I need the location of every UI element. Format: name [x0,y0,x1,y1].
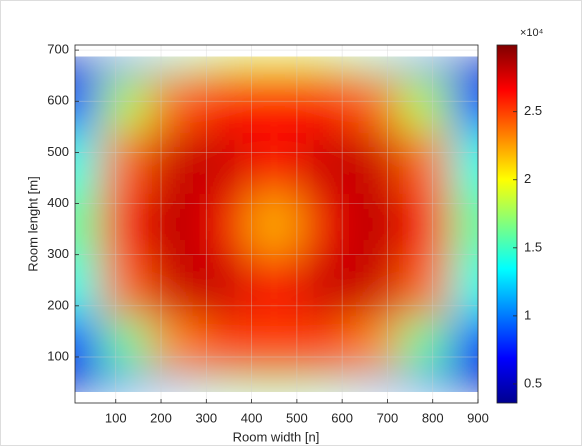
heat-cell [75,56,101,74]
y-axis-label: Room lenght [m] [25,176,40,271]
heat-cell [299,56,350,74]
heat-cell [149,374,201,392]
heat-cell [348,56,400,74]
heat-cell [75,73,101,133]
heat-cell [299,73,350,133]
heat-cell [99,374,151,392]
heat-cell [149,316,201,376]
heat-cell [398,316,452,376]
heat-cell [348,193,400,256]
colorbar-exponent: ×10⁴ [520,27,544,39]
heat-cell [450,316,478,376]
heat-cell [75,374,101,392]
heat-cell [299,374,350,392]
colorbar-tick-label: 2.5 [524,103,542,118]
heat-cell [450,56,478,74]
heat-cell [149,73,201,133]
x-tick-label: 400 [241,410,263,425]
heat-cell [99,131,151,194]
heatmap-cells [75,56,478,392]
x-tick-label: 800 [422,410,444,425]
heat-cell [149,193,201,256]
heat-cell [99,193,151,256]
x-tick-label: 500 [286,410,308,425]
y-tick-label: 600 [47,93,69,108]
y-tick-label: 300 [47,246,69,261]
heat-cell [149,254,201,317]
heat-cell [348,73,400,133]
x-tick-label: 600 [331,410,353,425]
heat-cell [398,131,452,194]
heat-cell [348,254,400,317]
heat-cell [249,316,300,376]
heat-cell [398,56,452,74]
heat-cell [299,131,350,194]
heat-cell [99,254,151,317]
heat-cell [99,316,151,376]
heat-cell [199,254,250,317]
heat-cell [149,56,201,74]
heat-cell [199,193,250,256]
x-tick-label: 700 [377,410,399,425]
heat-cell [99,73,151,133]
heat-cell [450,254,478,317]
heat-cell [249,56,300,74]
colorbar-tick-label: 2 [524,171,531,186]
heat-cell [249,131,300,194]
heat-cell [398,374,452,392]
heat-cell [249,374,300,392]
heat-cell [75,254,101,317]
y-tick-label: 200 [47,297,69,312]
x-tick-label: 300 [195,410,217,425]
heat-cell [75,131,101,194]
heat-cell [149,131,201,194]
heat-cell [299,254,350,317]
heat-cell [348,316,400,376]
heat-cell [249,193,300,256]
x-tick-label: 900 [467,410,489,425]
heat-cell [199,73,250,133]
y-tick-label: 400 [47,195,69,210]
heat-cell [199,131,250,194]
plot-frame [74,44,479,404]
heat-cell [249,73,300,133]
heat-cell [450,131,478,194]
y-tick-label: 500 [47,144,69,159]
heat-cell [398,254,452,317]
x-tick-label: 100 [105,410,127,425]
heat-cell [199,56,250,74]
heat-cell [398,193,452,256]
heat-cell [299,316,350,376]
x-axis-label: Room width [n] [233,429,320,444]
heat-cell [450,374,478,392]
heat-cell [450,73,478,133]
heat-cell [199,374,250,392]
heat-cell [249,254,300,317]
colorbar-tick-label: 0.5 [524,375,542,390]
heat-cell [348,131,400,194]
x-tick-label: 200 [150,410,172,425]
heat-cell [348,374,400,392]
colorbar [496,44,518,404]
heat-cell [199,316,250,376]
y-tick-label: 700 [47,42,69,57]
heatmap-area [75,56,478,392]
heat-cell [75,316,101,376]
colorbar-tick-label: 1 [524,307,531,322]
colorbar-tick-label: 1.5 [524,239,542,254]
heat-cell [99,56,151,74]
y-tick-label: 100 [47,348,69,363]
heat-cell [398,73,452,133]
